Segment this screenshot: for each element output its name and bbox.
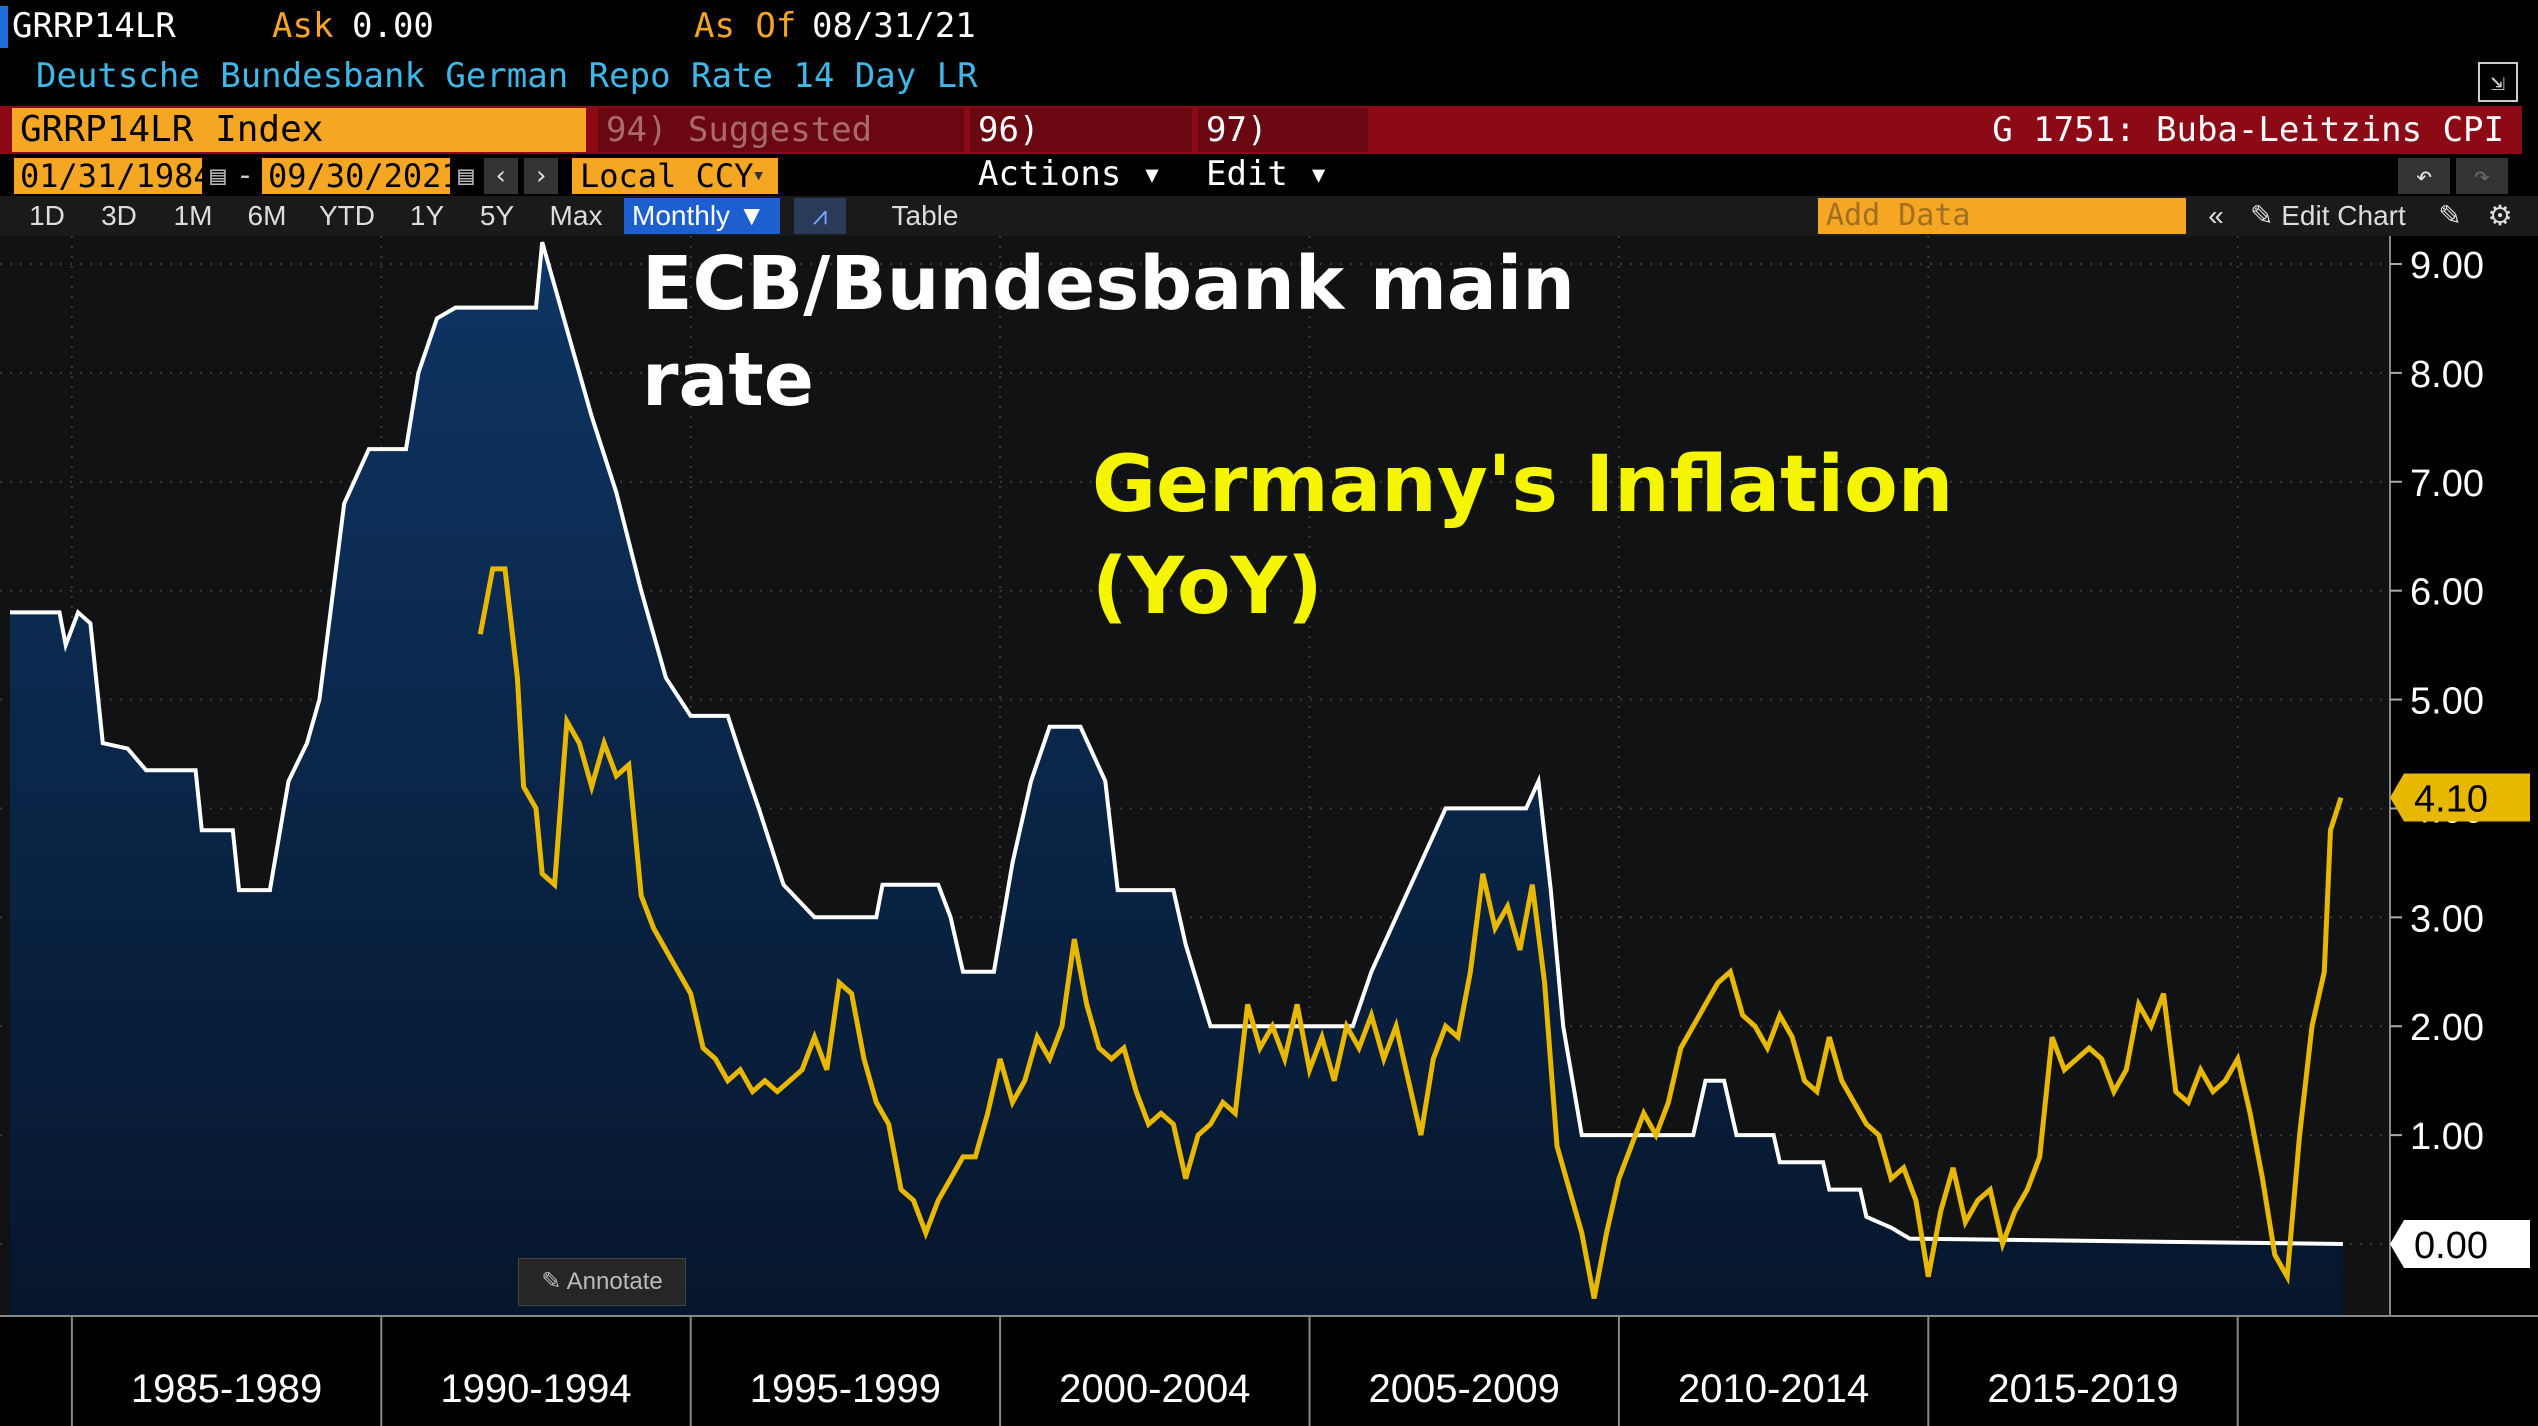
x-tick-label: 1985-1989: [131, 1367, 322, 1411]
y-tick-label: 3.00: [2410, 898, 2484, 940]
line-chart: 9.008.007.006.005.004.003.002.001.000.00…: [0, 236, 2538, 1426]
x-axis-ticks: 1985-1989 1990-1994 1995-1999 2000-2004 2005…: [70, 1316, 2239, 1426]
suggested-charts-button[interactable]: 94) Suggested Charts: [598, 108, 964, 194]
range-5y[interactable]: 5Y: [479, 200, 515, 231]
index-field[interactable]: GRRP14LR Index: [12, 108, 586, 152]
next-period-button[interactable]: ›: [524, 158, 558, 194]
rate-last-value: 0.00: [2414, 1225, 2488, 1267]
pencil-icon: ✎: [541, 1268, 567, 1295]
range-1y[interactable]: 1Y: [409, 200, 445, 231]
chevron-down-icon: ▾: [752, 163, 766, 188]
rate-area-fill: [10, 242, 2343, 1317]
range-ytd[interactable]: YTD: [319, 200, 375, 231]
gear-icon[interactable]: ⚙: [2487, 200, 2513, 231]
collapse-icon[interactable]: «: [2208, 200, 2224, 231]
currency-select[interactable]: Local CCY: [572, 158, 778, 194]
y-tick-label: 8.00: [2410, 354, 2484, 396]
y-tick-label: 1.00: [2410, 1116, 2484, 1158]
ticker-label: GRRP14LR: [12, 6, 176, 46]
popout-icon[interactable]: ⇲: [2478, 62, 2518, 102]
actions-menu[interactable]: 96) Actions ▾: [970, 108, 1192, 194]
ticker-color-marker: [0, 6, 8, 48]
last-value-labels: 4.10 0.00: [2390, 773, 2530, 1268]
annotate-button[interactable]: ✎ Annotate: [518, 1258, 686, 1306]
y-tick-label: 2.00: [2410, 1007, 2484, 1049]
ask-value: 0.00: [352, 6, 434, 46]
asof-label: As Of: [694, 6, 797, 46]
calendar-icon[interactable]: ▤: [210, 161, 226, 191]
range-3d[interactable]: 3D: [101, 200, 137, 231]
line-chart-icon[interactable]: ⩘: [794, 198, 846, 234]
prev-period-button[interactable]: ‹: [484, 158, 518, 194]
y-tick-label: 7.00: [2410, 463, 2484, 505]
end-date-field[interactable]: 09/30/2021: [262, 158, 461, 194]
x-tick-label: 1995-1999: [750, 1367, 941, 1411]
y-tick-label: 6.00: [2410, 572, 2484, 614]
undo-icon[interactable]: ↶: [2398, 158, 2450, 194]
ask-label: Ask: [272, 6, 334, 46]
y-axis-ticks: 9.008.007.006.005.004.003.002.001.000.00: [2390, 245, 2484, 1267]
pencil-icon: ✎: [2250, 200, 2282, 231]
range-1m[interactable]: 1M: [173, 200, 213, 231]
range-max[interactable]: Max: [549, 200, 603, 231]
inflation-series-line: [477, 566, 2344, 1299]
y-tick-label: 5.00: [2410, 681, 2484, 723]
edit-menu[interactable]: 97) Edit ▾: [1198, 108, 1368, 194]
x-tick-label: 2000-2004: [1059, 1367, 1250, 1411]
rate-annotation: ECB/Bundesbank main rate: [642, 241, 1575, 423]
x-tick-label: 1990-1994: [440, 1367, 631, 1411]
inflation-last-value-box: [2390, 773, 2530, 822]
x-tick-label: 2010-2014: [1678, 1367, 1869, 1411]
y-tick-label: 9.00: [2410, 245, 2484, 287]
redo-icon[interactable]: ↷: [2456, 158, 2508, 194]
x-tick-label: 2015-2019: [1987, 1367, 2178, 1411]
inflation-last-value: 4.10: [2414, 779, 2488, 821]
table-button[interactable]: Table: [891, 200, 959, 231]
rate-series-line: [10, 241, 2343, 1246]
rate-last-value-box: [2390, 1220, 2530, 1268]
range-1d[interactable]: 1D: [29, 200, 65, 231]
graph-title: G 1751: Buba-Leitzins CPI: [1992, 110, 2504, 150]
asof-value: 08/31/21: [812, 6, 976, 46]
add-data-input[interactable]: Add Data: [1818, 198, 2186, 234]
x-tick-label: 2005-2009: [1369, 1367, 1560, 1411]
start-date-field[interactable]: 01/31/1984: [14, 158, 213, 194]
date-separator: -: [236, 158, 255, 193]
edit-chart-label: Edit Chart: [2281, 200, 2406, 231]
edit-chart-button[interactable]: ✎ Edit Chart: [2250, 196, 2406, 236]
frequency-select[interactable]: Monthly ▼: [624, 198, 780, 234]
calendar-icon[interactable]: ▤: [458, 161, 474, 191]
inflation-annotation: Germany's Inflation (YoY): [1092, 440, 1954, 632]
annotate-label: Annotate: [566, 1268, 663, 1295]
edit-icon[interactable]: ✎: [2438, 200, 2462, 231]
security-description: Deutsche Bundesbank German Repo Rate 14 …: [36, 56, 978, 96]
range-6m[interactable]: 6M: [247, 200, 287, 231]
